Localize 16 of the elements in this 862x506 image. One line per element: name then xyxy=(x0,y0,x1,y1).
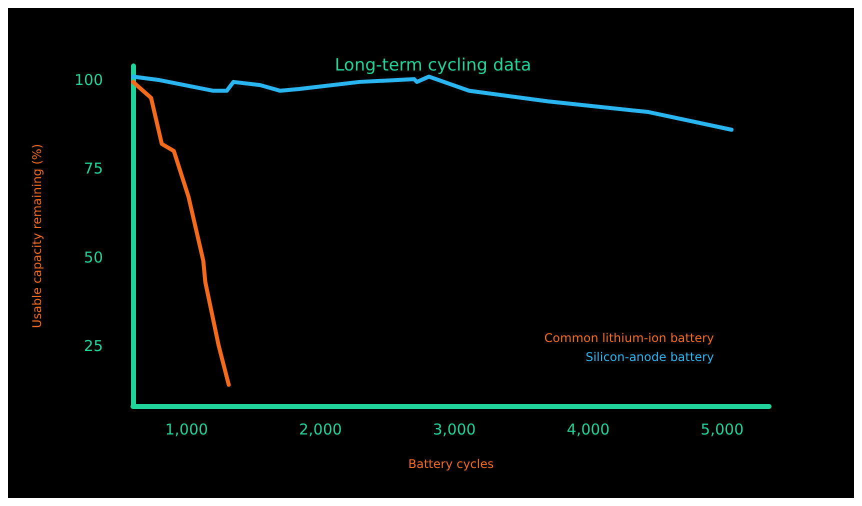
y-axis-title: Usable capacity remaining (%) xyxy=(30,144,44,328)
y-tick-label: 25 xyxy=(84,336,103,355)
line-series xyxy=(131,74,734,132)
y-tick-label: 100 xyxy=(74,71,103,90)
x-tick-label: 2,000 xyxy=(298,420,342,438)
x-tick-label: 3,000 xyxy=(432,420,476,438)
x-axis-title: Battery cycles xyxy=(408,457,494,471)
x-tick-label: 4,000 xyxy=(566,420,610,438)
x-tick-label: 1,000 xyxy=(165,420,208,438)
line-series xyxy=(131,80,231,387)
text: Silicon-anode battery xyxy=(586,350,714,364)
chart-title: Long-term cycling data xyxy=(334,56,532,76)
y-tick-label: 75 xyxy=(84,160,103,178)
x-tick-label: 5,000 xyxy=(700,420,744,438)
text: Common lithium-ion battery xyxy=(544,331,714,345)
y-tick-label: 50 xyxy=(84,248,103,266)
